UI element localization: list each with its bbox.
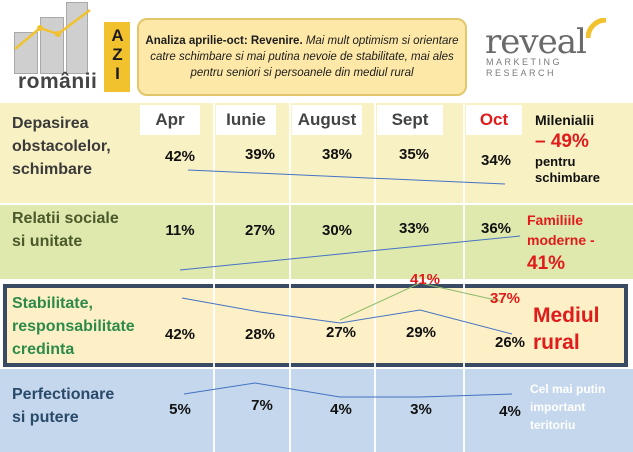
- callout-milenialii: Milenialii – 49% pentru schimbare: [535, 110, 600, 186]
- row-label-line: si unitate: [12, 233, 83, 250]
- row-band-perfectionare: [0, 369, 633, 452]
- value-cell: 4%: [330, 401, 352, 418]
- value-cell: 5%: [169, 401, 191, 418]
- row-label-stabilitate: Stabilitate, responsabilitate credinta: [12, 292, 135, 361]
- logo-trend-icon: [14, 9, 91, 50]
- trend-line-stabilitate: [181, 297, 513, 335]
- trend-line-schimbare: [187, 169, 506, 185]
- value-cell: 39%: [244, 146, 276, 163]
- reveal-logo-text: reveal: [485, 22, 587, 62]
- column-header-oct: Oct: [466, 105, 522, 135]
- callout-line: Familiile: [527, 212, 584, 228]
- row-label-relatii: Relatii sociale si unitate: [12, 207, 119, 253]
- row-label-line: credinta: [12, 341, 75, 358]
- reveal-sub-line-2: RESEARCH: [486, 68, 557, 78]
- callout-line: Mediul: [533, 304, 600, 327]
- azi-text: AZI: [108, 26, 127, 83]
- value-cell: 28%: [244, 326, 276, 343]
- azi-box: [104, 22, 130, 92]
- value-cell: 27%: [325, 324, 357, 341]
- callout-least-important: Cel mai putin important teritoriu: [530, 380, 605, 434]
- value-cell: 42%: [164, 326, 196, 343]
- value-cell: 36%: [480, 220, 512, 237]
- column-separator: [463, 100, 465, 452]
- value-cell: 33%: [398, 220, 430, 237]
- summary-box: Analiza aprilie-oct: Revenire. Mai mult …: [137, 18, 467, 96]
- trend-line-perfectionare: [183, 382, 513, 398]
- value-cell: 38%: [321, 146, 353, 163]
- value-cell: 35%: [398, 146, 430, 163]
- value-cell: 7%: [251, 397, 273, 414]
- row-label-line: Stabilitate,: [12, 295, 93, 312]
- romanii-text: românii: [18, 70, 98, 93]
- summary-body: Mai mult optimism si orientare catre sch…: [150, 35, 459, 79]
- value-cell: 27%: [244, 222, 276, 239]
- value-cell: 26%: [494, 334, 526, 351]
- column-header-iunie: Iunie: [216, 105, 276, 135]
- value-cell: 34%: [480, 152, 512, 169]
- summary-title: Analiza aprilie-oct: Revenire.: [145, 35, 303, 47]
- callout-familiile: Familiile moderne - 41%: [527, 210, 595, 278]
- column-header-august: August: [292, 105, 362, 135]
- row-label-line: Depasirea: [12, 115, 89, 132]
- column-separator: [289, 100, 291, 452]
- column-header-apr: Apr: [140, 105, 200, 135]
- row-band-stabilitate: [3, 284, 628, 367]
- value-cell: 3%: [410, 401, 432, 418]
- row-label-line: Relatii sociale: [12, 210, 119, 227]
- reveal-subtitle: MARKETING RESEARCH: [486, 57, 562, 79]
- callout-line: pentru: [535, 154, 576, 169]
- callout-line: schimbare: [535, 170, 601, 185]
- reveal-mark-icon: [586, 18, 607, 39]
- value-cell: 4%: [499, 403, 521, 420]
- callout-highlight: – 49%: [535, 131, 589, 152]
- row-band-relatii: [0, 205, 633, 279]
- trend-line-rural: [339, 282, 501, 321]
- row-label-line: responsabilitate: [12, 318, 135, 335]
- row-label-line: si putere: [12, 409, 79, 426]
- logo-bar: [66, 2, 88, 74]
- romanii-azi-logo: AZI românii: [10, 2, 130, 96]
- callout-line: Cel mai putin: [530, 382, 606, 396]
- callout-line: rural: [533, 331, 580, 354]
- logo-bar: [40, 17, 64, 74]
- reveal-sub-line-1: MARKETING: [486, 57, 563, 67]
- callout-mediul-rural: Mediul rural: [533, 302, 600, 356]
- row-label-perfectionare: Perfectionare si putere: [12, 383, 114, 429]
- value-cell: 42%: [164, 148, 196, 165]
- row-label-schimbare: Depasirea obstacolelor, schimbare: [12, 112, 111, 181]
- column-header-sept: Sept: [377, 105, 443, 135]
- value-cell: 29%: [405, 324, 437, 341]
- trend-line-relatii: [179, 235, 521, 271]
- column-separator: [374, 100, 376, 452]
- callout-line: important: [530, 400, 586, 414]
- callout-line: moderne -: [527, 232, 595, 248]
- callout-highlight: 41%: [527, 253, 566, 274]
- rural-value-sept: 41%: [410, 271, 441, 288]
- row-label-line: Perfectionare: [12, 386, 115, 403]
- row-label-line: schimbare: [12, 161, 93, 178]
- column-separator: [213, 100, 215, 452]
- callout-line: teritoriu: [530, 418, 576, 432]
- callout-line: Milenialii: [535, 112, 595, 128]
- value-cell: 11%: [165, 222, 195, 239]
- row-label-line: obstacolelor,: [12, 138, 111, 155]
- value-cell: 30%: [321, 222, 353, 239]
- rural-value-oct: 37%: [490, 290, 521, 307]
